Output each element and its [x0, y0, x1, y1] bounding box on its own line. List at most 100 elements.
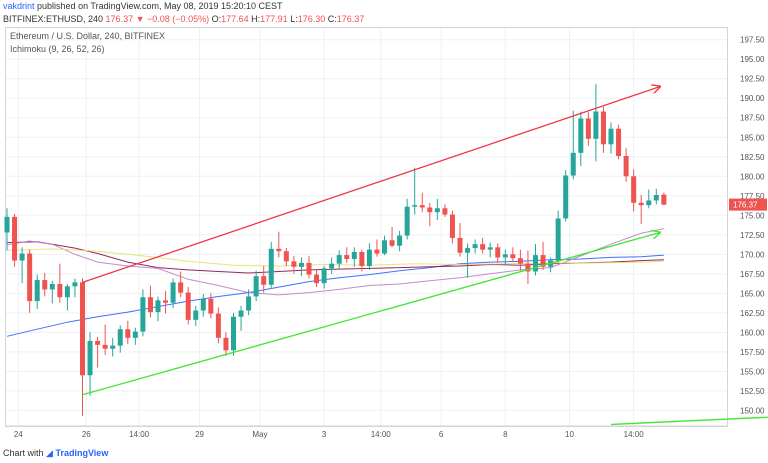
candle-body	[110, 345, 116, 349]
candle-body	[268, 248, 274, 285]
author-link[interactable]: vakdrint	[3, 1, 35, 11]
candle-body	[87, 340, 93, 376]
time-tick-label: May	[252, 430, 267, 439]
candle-body	[351, 251, 357, 259]
candle-body	[344, 255, 350, 259]
price-tick-label: 192.50	[740, 75, 765, 84]
price-tick-label: 162.50	[740, 309, 765, 318]
candle-body	[95, 340, 101, 345]
candle-body	[570, 152, 576, 176]
candle-body	[27, 253, 33, 302]
candle-body	[283, 251, 289, 262]
candle-body	[434, 208, 440, 213]
candle-body	[336, 255, 342, 264]
candle-body	[487, 247, 493, 250]
candle-body	[102, 344, 108, 349]
candle-body	[465, 248, 471, 253]
candle-body	[64, 286, 70, 298]
candle-body	[193, 310, 199, 320]
candle-body	[117, 329, 123, 346]
candle-body	[80, 282, 85, 376]
candle-body	[12, 216, 18, 261]
candle-body	[253, 276, 259, 297]
price-tick-label: 172.50	[740, 231, 765, 240]
time-tick-label: 26	[82, 430, 91, 439]
lower-trendline	[610, 416, 768, 426]
candle-body	[4, 216, 10, 233]
price-tick-label: 165.00	[740, 289, 765, 298]
candle-body	[449, 214, 455, 238]
candle-body	[208, 298, 214, 314]
low-label: L:	[290, 14, 298, 24]
time-tick-label: 29	[195, 430, 204, 439]
candle-body	[419, 205, 425, 208]
high-label: H:	[251, 14, 261, 24]
symbol-info-bar: BITFINEX:ETHUSD, 240 176.37 ▼ −0.08 (−0.…	[0, 12, 768, 26]
candle-body	[329, 263, 335, 269]
candle-body	[442, 208, 448, 215]
time-tick-label: 14:00	[624, 430, 645, 439]
candle-body	[578, 118, 584, 153]
ichimoku-span_a-line	[6, 228, 664, 296]
candle-body	[616, 128, 622, 156]
price-tick-label: 167.50	[740, 270, 765, 279]
open-label: O:	[211, 14, 222, 24]
candle-body	[593, 111, 599, 139]
candle-body	[276, 248, 282, 252]
candle-body	[170, 282, 176, 303]
candle-body	[223, 337, 229, 351]
candle-body	[298, 262, 304, 267]
last-price: 176.37	[105, 14, 134, 24]
candle-body	[163, 300, 169, 303]
candle-body	[533, 255, 538, 272]
price-tick-label: 185.00	[740, 133, 765, 142]
candle-body	[155, 300, 161, 313]
price-tick-label: 160.00	[740, 328, 765, 337]
time-tick-label: 24	[14, 430, 23, 439]
candle-body	[510, 254, 516, 259]
candle-body	[132, 331, 138, 338]
candle-body	[638, 202, 644, 206]
candle-body	[34, 280, 40, 302]
candle-body	[472, 244, 478, 249]
candle-body	[517, 258, 523, 264]
time-tick-label: 10	[565, 430, 574, 439]
ichimoku-kijun-line	[6, 241, 664, 274]
candle-body	[57, 283, 63, 298]
current-price-label: 176.37	[733, 201, 758, 210]
ichimoku-span_b-line	[6, 248, 664, 267]
time-tick-label: 8	[503, 430, 508, 439]
candle-body	[178, 282, 184, 293]
price-tick-label: 170.00	[740, 250, 765, 259]
candle-body	[585, 118, 591, 139]
resistance-trendline	[82, 87, 661, 284]
candle-body	[140, 297, 146, 332]
candle-body	[374, 249, 380, 254]
footer-brand[interactable]: TradingView	[55, 448, 109, 458]
candle-body	[200, 298, 206, 311]
time-tick-label: 6	[439, 430, 444, 439]
price-tick-label: 180.00	[740, 172, 765, 181]
chart-legend: Ethereum / U.S. Dollar, 240, BITFINEX Ic…	[10, 30, 165, 56]
candle-body	[215, 313, 221, 338]
candle-body	[608, 128, 614, 145]
price-tick-label: 182.50	[740, 153, 765, 162]
candle-body	[540, 255, 546, 267]
time-tick-label: 3	[322, 430, 327, 439]
price-tick-label: 187.50	[740, 114, 765, 123]
price-change: −0.08 (−0.05%)	[147, 14, 210, 24]
candle-body	[291, 261, 297, 267]
publish-text: published on TradingView.com, May 08, 20…	[37, 1, 283, 11]
price-tick-label: 152.50	[740, 387, 765, 396]
support-trendline	[82, 232, 661, 396]
candle-body	[125, 329, 131, 338]
legend-indicator[interactable]: Ichimoku (9, 26, 52, 26)	[10, 44, 105, 54]
candle-body	[480, 244, 486, 250]
candle-body	[382, 240, 387, 254]
candle-body	[389, 240, 395, 246]
low-value: 176.30	[297, 14, 326, 24]
candle-body	[306, 262, 312, 275]
candle-body	[147, 297, 153, 313]
open-value: 177.64	[221, 14, 249, 24]
